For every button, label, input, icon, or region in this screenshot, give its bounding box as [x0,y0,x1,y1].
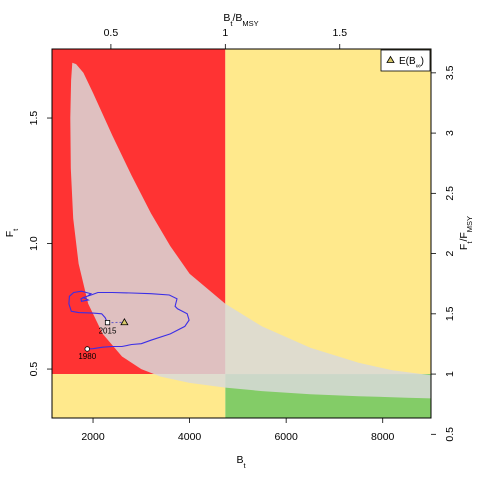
legend: E(B∞) [380,49,431,72]
x-tick-label: 2000 [81,431,105,443]
top-tick-label: 1 [222,27,228,39]
overfishing-only-quadrant [225,49,431,375]
right-tick-label: 3 [444,130,456,136]
right-tick-label: 2 [444,251,456,257]
x-tick-label: 6000 [274,431,298,443]
x-tick-label: 4000 [178,431,202,443]
x-tick-label: 8000 [371,431,395,443]
y-axis-left: 0.5 1.0 1.5 [28,111,52,377]
legend-label: E(B∞) [399,56,424,70]
y-tick-label: 1.5 [28,111,40,126]
y-tick-label: 1.0 [28,236,40,251]
y-axis-label: Ft [4,228,20,237]
x-axis-bottom: 2000 4000 6000 8000 [81,418,395,443]
equilibrium-point [120,317,129,326]
right-tick-label: 1.5 [444,306,456,321]
confidence-region [70,62,431,399]
right-tick-label: 2.5 [444,186,456,201]
top-tick-label: 1.5 [332,27,347,39]
y-axis-right: 0.5 1 1.5 2 2.5 3 3.5 [431,65,456,442]
top-tick-label: 0.5 [104,27,119,39]
annotation-end-year: 2015 [99,327,117,336]
right-tick-label: 3.5 [444,65,456,80]
legend-box [380,49,431,72]
right-tick-label: 1 [444,371,456,377]
right-tick-label: 0.5 [444,427,456,442]
top-axis-label: Bt/BMSY [223,12,258,28]
annotation-start-year: 1980 [78,352,96,361]
legend-triangle-icon [386,55,395,63]
x-axis-top: 0.5 1 1.5 [104,27,347,49]
plot-frame [51,48,432,419]
right-axis-label: Ft/FMSY [458,216,474,250]
y-tick-label: 0.5 [28,362,40,377]
trajectory-start-point [84,346,90,352]
trajectory-line [68,290,190,350]
x-axis-label: Bt [236,454,246,470]
trajectory-end-point [104,320,111,326]
